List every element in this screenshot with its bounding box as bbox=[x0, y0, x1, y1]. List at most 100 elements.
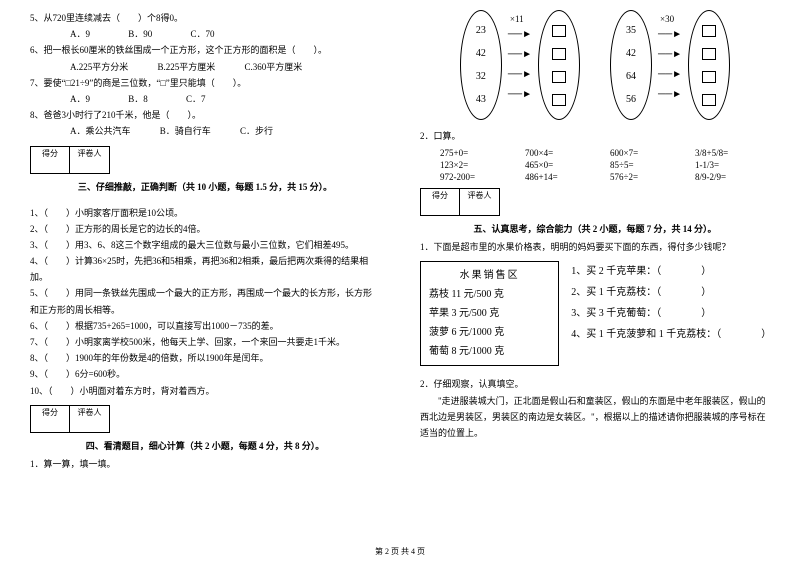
n: 23 bbox=[476, 25, 486, 37]
calc-cell: 123×2= bbox=[440, 160, 515, 170]
left-column: 5、从720里连续减去（ ）个8得0。 A．9 B．90 C．70 6、把一根长… bbox=[30, 10, 380, 472]
j1: 1、（ ）小明家客厅面积是10公顷。 bbox=[30, 205, 380, 221]
fruit-row: 水果销售区 荔枝 11 元/500 克 苹果 3 元/500 克 菠萝 6 元/… bbox=[420, 261, 770, 366]
oval-diagram: 23 42 32 43 ×11 ──► ──► ──► ──► bbox=[420, 10, 770, 120]
task-2: 2．仔细观察，认真填空。 bbox=[420, 376, 770, 392]
calc-cell: 1-1/3= bbox=[695, 160, 770, 170]
grader-label: 评卷人 bbox=[460, 188, 500, 216]
j9: 9、（ ）6分=600秒。 bbox=[30, 366, 380, 382]
score-label: 得分 bbox=[30, 146, 70, 174]
section-4-title: 四、看清题目，细心计算（共 2 小题，每题 4 分，共 8 分）。 bbox=[30, 439, 380, 452]
score-label: 得分 bbox=[420, 188, 460, 216]
n: 64 bbox=[626, 71, 636, 83]
q7c: C．7 bbox=[186, 94, 206, 104]
blank-box bbox=[702, 25, 716, 37]
arrow-icon: ──► bbox=[508, 90, 532, 100]
buy-q: 1、买 2 千克苹果：（ ） bbox=[571, 261, 770, 282]
q5c: C．70 bbox=[191, 29, 215, 39]
fruit-item: 苹果 3 元/500 克 bbox=[429, 304, 550, 323]
grader-label: 评卷人 bbox=[70, 405, 110, 433]
blank-box bbox=[552, 25, 566, 37]
fruit-price-box: 水果销售区 荔枝 11 元/500 克 苹果 3 元/500 克 菠萝 6 元/… bbox=[420, 261, 559, 366]
score-box-4: 得分 评卷人 bbox=[30, 405, 380, 433]
oval-right-2 bbox=[688, 10, 730, 120]
oral-calc-title: 2．口算。 bbox=[420, 128, 770, 144]
fruit-item: 菠萝 6 元/1000 克 bbox=[429, 323, 550, 342]
blank-box bbox=[702, 71, 716, 83]
buy-questions: 1、买 2 千克苹果：（ ） 2、买 1 千克荔枝：（ ） 3、买 3 千克葡萄… bbox=[571, 261, 770, 366]
calc-cell: 600×7= bbox=[610, 148, 685, 158]
j2: 2、（ ）正方形的周长是它的边长的4倍。 bbox=[30, 221, 380, 237]
score-box-3: 得分 评卷人 bbox=[30, 146, 380, 174]
q8a: A．乘公共汽车 bbox=[70, 126, 131, 136]
oval-group-2: 35 42 64 56 ×30 ──► ──► ──► ──► bbox=[610, 10, 730, 120]
n: 42 bbox=[476, 48, 486, 60]
n: 43 bbox=[476, 94, 486, 106]
arrows-1: ×11 ──► ──► ──► ──► bbox=[508, 30, 532, 100]
blank-box bbox=[702, 48, 716, 60]
n: 42 bbox=[626, 48, 636, 60]
q7-opts: A．9 B．8 C．7 bbox=[30, 91, 380, 107]
arrow-icon: ──► bbox=[658, 70, 682, 80]
oval-right-1 bbox=[538, 10, 580, 120]
blank-box bbox=[552, 48, 566, 60]
q6-opts: A.225平方分米 B.225平方厘米 C.360平方厘米 bbox=[30, 59, 380, 75]
blank-box bbox=[552, 94, 566, 106]
q6c: C.360平方厘米 bbox=[245, 62, 303, 72]
calc-cell: 576÷2= bbox=[610, 172, 685, 182]
calc-cell: 85÷5= bbox=[610, 160, 685, 170]
fruit-item: 葡萄 8 元/1000 克 bbox=[429, 342, 550, 361]
q7a: A．9 bbox=[70, 94, 90, 104]
calc-cell: 275+0= bbox=[440, 148, 515, 158]
q6: 6、把一根长60厘米的铁丝围成一个正方形，这个正方形的面积是（ ）。 bbox=[30, 42, 380, 58]
arrow-icon: ──► bbox=[658, 30, 682, 40]
grader-label: 评卷人 bbox=[70, 146, 110, 174]
buy-q: 2、买 1 千克荔枝：（ ） bbox=[571, 282, 770, 303]
q5a: A．9 bbox=[70, 29, 90, 39]
arrows-2: ×30 ──► ──► ──► ──► bbox=[658, 30, 682, 100]
calc-cell: 465×0= bbox=[525, 160, 600, 170]
oval-left-2: 35 42 64 56 bbox=[610, 10, 652, 120]
task-1: 1．下面是超市里的水果价格表，明明的妈妈要买下面的东西，得付多少钱呢？ bbox=[420, 239, 770, 255]
j5: 5、（ ）用同一条铁丝先围成一个最大的正方形，再围成一个最大的长方形，长方形和正… bbox=[30, 285, 380, 317]
arrow-icon: ──► bbox=[508, 50, 532, 60]
buy-q: 4、买 1 千克菠萝和 1 千克荔枝：（ ） bbox=[571, 324, 770, 345]
arrow-icon: ──► bbox=[658, 90, 682, 100]
calc-cell: 3/8+5/8= bbox=[695, 148, 770, 158]
n: 32 bbox=[476, 71, 486, 83]
j4: 4、（ ）计算36×25时，先把36和5相乘，再把36和2相乘，最后把两次乘得的… bbox=[30, 253, 380, 285]
q8: 8、爸爸3小时行了210千米，他是（ ）。 bbox=[30, 107, 380, 123]
oval-group-1: 23 42 32 43 ×11 ──► ──► ──► ──► bbox=[460, 10, 580, 120]
blank-box bbox=[552, 71, 566, 83]
j8: 8、（ ）1900年的年份数是4的倍数，所以1900年是闰年。 bbox=[30, 350, 380, 366]
mult-label: ×30 bbox=[660, 14, 674, 24]
q7: 7、要使“□21÷9”的商是三位数，“□”里只能填（ ）。 bbox=[30, 75, 380, 91]
q8c: C．步行 bbox=[240, 126, 273, 136]
n: 56 bbox=[626, 94, 636, 106]
j10: 10、（ ）小明面对着东方时，背对着西方。 bbox=[30, 383, 380, 399]
q8b: B．骑自行车 bbox=[160, 126, 211, 136]
section-5-title: 五、认真思考，综合能力（共 2 小题，每题 7 分，共 14 分）。 bbox=[420, 222, 770, 235]
q8-opts: A．乘公共汽车 B．骑自行车 C．步行 bbox=[30, 123, 380, 139]
mult-label: ×11 bbox=[510, 14, 524, 24]
j7: 7、（ ）小明家离学校500米，他每天上学、回家，一个来回一共要走1千米。 bbox=[30, 334, 380, 350]
score-box-5: 得分 评卷人 bbox=[420, 188, 770, 216]
task-2-text: "走进服装城大门，正北面是假山石和童装区，假山的东面是中老年服装区，假山的西北边… bbox=[420, 393, 770, 442]
calc-cell: 486+14= bbox=[525, 172, 600, 182]
blank-box bbox=[702, 94, 716, 106]
score-label: 得分 bbox=[30, 405, 70, 433]
fruit-title: 水果销售区 bbox=[429, 266, 550, 285]
calc-grid: 275+0= 700×4= 600×7= 3/8+5/8= 123×2= 465… bbox=[420, 148, 770, 182]
q5-opts: A．9 B．90 C．70 bbox=[30, 26, 380, 42]
right-column: 23 42 32 43 ×11 ──► ──► ──► ──► bbox=[420, 10, 770, 472]
calc-cell: 8/9-2/9= bbox=[695, 172, 770, 182]
oval-left-1: 23 42 32 43 bbox=[460, 10, 502, 120]
q5b: B．90 bbox=[128, 29, 152, 39]
arrow-icon: ──► bbox=[508, 30, 532, 40]
arrow-icon: ──► bbox=[508, 70, 532, 80]
q6a: A.225平方分米 bbox=[70, 62, 128, 72]
arrow-icon: ──► bbox=[658, 50, 682, 60]
q7b: B．8 bbox=[128, 94, 148, 104]
j3: 3、（ ）用3、6、8这三个数字组成的最大三位数与最小三位数，它们相差495。 bbox=[30, 237, 380, 253]
q5: 5、从720里连续减去（ ）个8得0。 bbox=[30, 10, 380, 26]
